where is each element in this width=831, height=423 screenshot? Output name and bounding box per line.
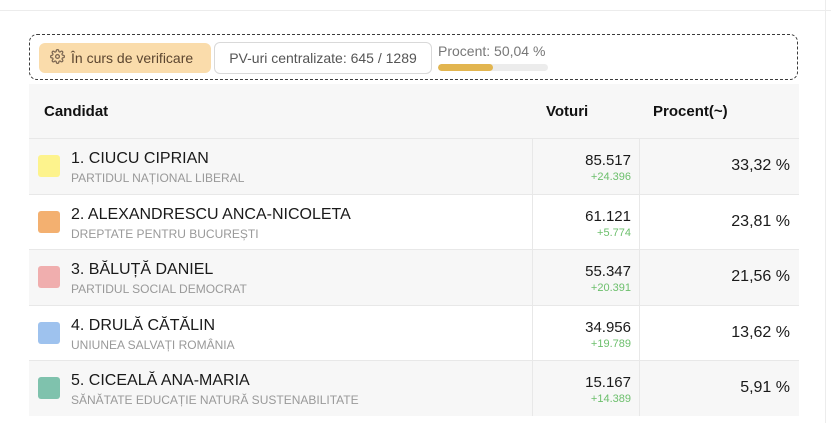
status-bar: În curs de verificare PV-uri centralizat… [29, 34, 798, 80]
column-divider [532, 139, 533, 194]
table-row: 4. DRULĂ CĂTĂLIN UNIUNEA SALVAȚI ROMÂNIA 3… [29, 304, 799, 360]
vote-percent: 23,81 % [731, 212, 790, 230]
vote-count: 55.347 [585, 263, 631, 280]
vote-percent: 33,32 % [731, 157, 790, 174]
column-divider [639, 139, 640, 194]
party-name: PARTIDUL NAȚIONAL LIBERAL [71, 171, 245, 185]
vote-count: 61.121 [585, 207, 631, 225]
party-color-swatch [38, 155, 60, 177]
table-row: 1. CIUCU CIPRIAN PARTIDUL NAȚIONAL LIBERA… [29, 138, 799, 194]
candidate-name: 5. CICEALĂ ANA-MARIA [71, 372, 250, 389]
candidate-name: 1. CIUCU CIPRIAN [71, 150, 209, 167]
header-candidate: Candidat [44, 103, 109, 120]
status-label: În curs de verificare [71, 50, 194, 66]
candidate-name: 3. BĂLUȚĂ DANIEL [71, 261, 214, 278]
party-color-swatch [38, 266, 60, 288]
candidate-name: 2. ALEXANDRESCU ANCA-NICOLETA [71, 205, 351, 223]
column-divider [532, 305, 533, 360]
gear-icon [50, 49, 65, 67]
table-row: 5. CICEALĂ ANA-MARIA SĂNĂTATE EDUCAȚIE NA… [29, 360, 799, 416]
vote-percent: 21,56 % [731, 268, 790, 285]
party-name: DREPTATE PENTRU BUCUREȘTI [71, 226, 259, 241]
results-table: Candidat Voturi Procent(~) 1. CIUCU CIPR… [29, 84, 799, 416]
header-percent: Procent(~) [653, 103, 728, 120]
pv-count-label: PV-uri centralizate: 645 / 1289 [229, 50, 417, 66]
vote-delta: +24.396 [590, 171, 631, 183]
column-divider [639, 305, 640, 360]
party-name: SĂNĂTATE EDUCAȚIE NATURĂ SUSTENABILITATE [71, 393, 359, 407]
pv-count-badge: PV-uri centralizate: 645 / 1289 [214, 42, 432, 74]
vote-delta: +14.389 [590, 393, 631, 405]
top-divider [0, 10, 831, 11]
column-divider [639, 194, 640, 249]
vote-count: 15.167 [585, 374, 631, 391]
table-body: 1. CIUCU CIPRIAN PARTIDUL NAȚIONAL LIBERA… [29, 138, 799, 416]
progress-indicator: Procent: 50,04 % [438, 43, 550, 71]
verification-status-badge: În curs de verificare [39, 43, 211, 73]
party-color-swatch [38, 321, 60, 344]
column-divider [639, 361, 640, 416]
table-row: 2. ALEXANDRESCU ANCA-NICOLETA DREPTATE PE… [29, 193, 799, 249]
table-header: Candidat Voturi Procent(~) [29, 84, 799, 138]
vote-delta: +5.774 [597, 226, 631, 239]
candidate-name: 4. DRULĂ CĂTĂLIN [71, 316, 216, 334]
party-color-swatch [38, 377, 60, 399]
party-color-swatch [38, 210, 60, 233]
progress-bar-fill [438, 64, 494, 71]
right-divider [825, 0, 826, 423]
table-row: 3. BĂLUȚĂ DANIEL PARTIDUL SOCIAL DEMOCRAT… [29, 249, 799, 305]
vote-count: 85.517 [585, 152, 631, 169]
progress-label: Procent: 50,04 % [438, 43, 546, 59]
party-name: UNIUNEA SALVAȚI ROMÂNIA [71, 337, 235, 352]
party-name: PARTIDUL SOCIAL DEMOCRAT [71, 282, 247, 296]
column-divider [532, 361, 533, 416]
column-divider [532, 194, 533, 249]
vote-delta: +20.391 [590, 282, 631, 294]
vote-delta: +19.789 [590, 337, 631, 350]
progress-bar [438, 64, 548, 71]
vote-count: 34.956 [585, 318, 631, 336]
column-divider [639, 250, 640, 305]
column-divider [532, 250, 533, 305]
header-votes: Voturi [546, 103, 589, 120]
vote-percent: 5,91 % [740, 379, 790, 396]
vote-percent: 13,62 % [731, 323, 790, 341]
